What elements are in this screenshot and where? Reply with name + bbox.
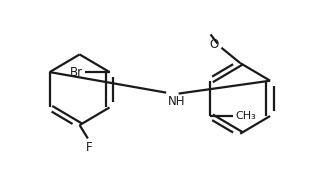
Text: methoxy: methoxy bbox=[190, 23, 227, 32]
Text: CH₃: CH₃ bbox=[235, 111, 256, 121]
Text: F: F bbox=[86, 141, 93, 154]
Text: Br: Br bbox=[70, 66, 83, 79]
Text: NH: NH bbox=[168, 95, 185, 108]
Text: O: O bbox=[210, 38, 219, 51]
